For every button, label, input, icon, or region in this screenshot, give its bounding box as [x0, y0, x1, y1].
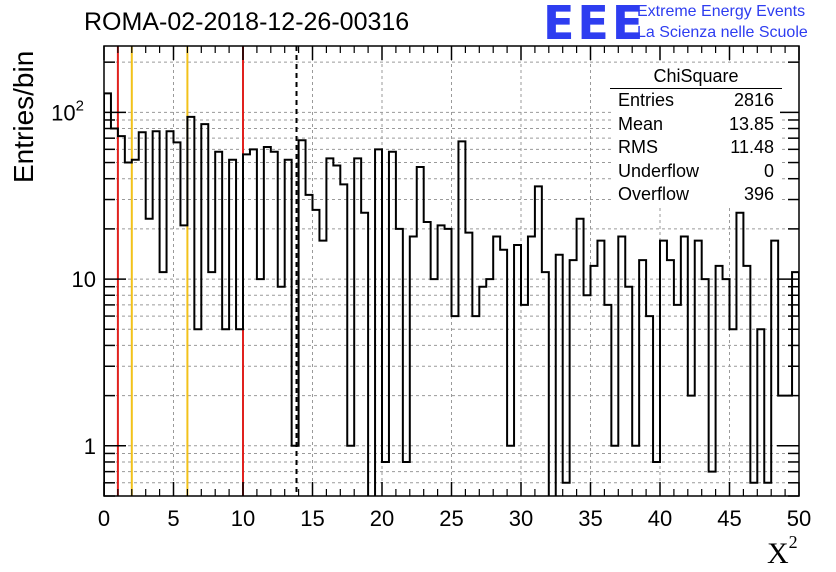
x-axis-label: X2	[767, 532, 798, 571]
axis-ticks	[103, 46, 800, 497]
y-tick-label: 10	[72, 267, 96, 292]
stats-row: Entries 2816	[612, 89, 780, 113]
stats-value: 396	[743, 184, 774, 204]
stats-box: ChiSquare Entries 2816 Mean 13.85 RMS 11.48…	[610, 64, 782, 207]
y-axis-label: Entries/bin	[8, 50, 39, 183]
x-tick-label: 0	[98, 506, 110, 531]
stats-label: Overflow	[618, 184, 690, 204]
stats-value: 2816	[733, 90, 774, 110]
marker-lines	[116, 46, 298, 496]
x-tick-label: 10	[231, 506, 255, 531]
logo-line-1: Extreme Energy Events	[637, 3, 806, 20]
stats-label: Mean	[618, 113, 664, 134]
x-tick-label: 45	[717, 506, 741, 531]
logo-line-2: La Scienza nelle Scuole	[637, 24, 808, 41]
stats-value: 0	[763, 160, 774, 181]
y-tick-label: 1	[84, 434, 96, 459]
x-axis-label-sup: 2	[788, 532, 798, 552]
stats-label: Underflow	[618, 160, 700, 181]
x-axis-label-base: X	[767, 537, 789, 570]
x-tick-label: 25	[439, 506, 463, 531]
stats-row: RMS 11.48	[612, 136, 780, 160]
x-tick-label: 30	[509, 506, 533, 531]
stats-row: Overflow 396	[612, 183, 780, 207]
x-tick-label: 35	[578, 506, 602, 531]
x-tick-label: 5	[167, 506, 179, 531]
x-tick-label: 15	[300, 506, 324, 531]
x-tick-label: 20	[370, 506, 394, 531]
stats-row: Mean 13.85	[612, 113, 780, 137]
stats-label: Entries	[618, 90, 675, 110]
stats-title: ChiSquare	[610, 64, 782, 89]
eee-logo: EEE	[543, 0, 647, 50]
y-tick-label: 102	[51, 97, 84, 125]
y-tick-label-base: 10	[51, 100, 75, 125]
y-tick-label-exponent: 2	[76, 97, 84, 114]
x-tick-label: 40	[648, 506, 672, 531]
grid-lines	[104, 46, 799, 497]
stats-value: 11.48	[730, 137, 774, 157]
plot-title: ROMA-02-2018-12-26-00316	[84, 8, 410, 36]
stats-row: Underflow 0	[612, 160, 780, 184]
histogram-series	[104, 92, 799, 496]
stats-label: RMS	[618, 137, 658, 157]
stats-value: 13.85	[728, 113, 774, 134]
x-tick-label: 50	[787, 506, 811, 531]
